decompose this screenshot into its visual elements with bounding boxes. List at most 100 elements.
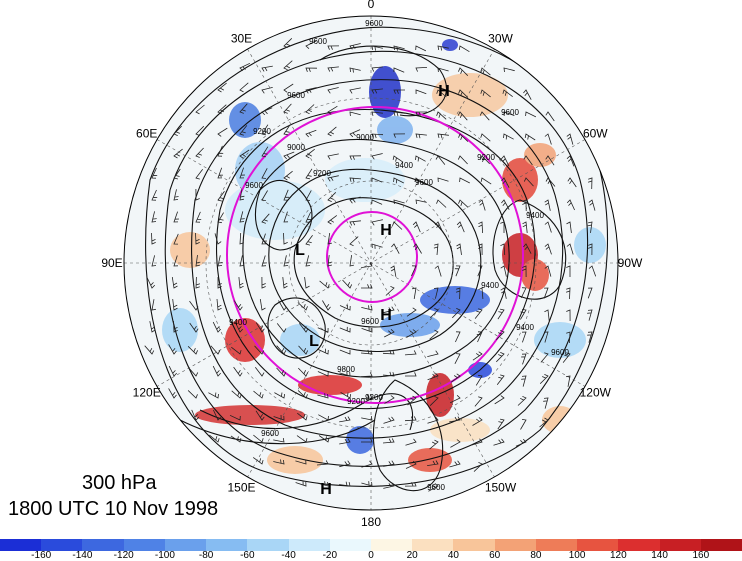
contour-label: 9200 (477, 153, 495, 162)
wind-barb (496, 374, 505, 385)
wind-barb (316, 460, 329, 466)
wind-barb (317, 348, 329, 355)
wind-barb (151, 167, 158, 179)
wind-barb (478, 287, 484, 300)
wind-barb (435, 155, 446, 165)
height-contour (164, 50, 589, 467)
wind-barb (327, 153, 339, 160)
wind-barb (412, 221, 421, 233)
anomaly-blob (369, 66, 401, 118)
contour-label: 9000 (287, 143, 305, 152)
wind-barb (252, 457, 264, 465)
wind-barb (412, 287, 417, 299)
wind-barb (427, 372, 439, 381)
colorbar-tick-label: -100 (154, 550, 175, 561)
wind-barb (151, 232, 156, 245)
anomaly-blob (267, 446, 323, 474)
contour-label: 9600 (501, 108, 519, 117)
wind-barb (173, 125, 182, 136)
wind-barb (523, 243, 532, 254)
wind-barb (544, 221, 552, 233)
wind-barb (349, 87, 361, 94)
map-border (123, 15, 619, 511)
wind-barb (517, 395, 527, 406)
wind-barb (187, 346, 198, 355)
wind-barb (261, 168, 268, 179)
wind-barb (503, 67, 515, 73)
wind-barb (282, 277, 288, 289)
wind-barb (587, 177, 593, 190)
longitude-label: 60W (583, 127, 608, 141)
wind-barb (371, 243, 383, 249)
wind-barb (471, 438, 483, 446)
wind-barb (283, 211, 289, 223)
wind-barb (305, 129, 317, 138)
wind-barb (305, 87, 317, 94)
wind-barb (319, 280, 330, 289)
anomaly-blob (162, 308, 198, 352)
contour-label: 9200 (365, 393, 383, 402)
colorbar-tick-label: 20 (406, 550, 418, 561)
wind-barb (361, 262, 373, 268)
wind-barb (295, 481, 307, 487)
wind-barb (234, 321, 243, 333)
wind-barb (261, 65, 273, 72)
wind-barb (261, 87, 273, 94)
wind-barb (168, 388, 177, 399)
wind-barb (566, 155, 575, 167)
high-pressure-center: H (380, 307, 392, 324)
wind-barb (217, 127, 228, 137)
wind-barb (436, 199, 447, 208)
wind-barb (371, 177, 383, 183)
height-contour (179, 419, 376, 445)
contour-label: 9600 (365, 19, 383, 28)
height-contour (216, 108, 536, 410)
wind-barb (433, 287, 439, 299)
anomaly-blob (298, 375, 362, 395)
wind-barb (415, 67, 428, 72)
wind-barb (449, 395, 461, 404)
wind-barb (436, 89, 447, 98)
wind-barb (427, 460, 439, 466)
wind-barb (382, 349, 395, 355)
wind-barb (283, 232, 288, 245)
wind-barb (239, 125, 248, 136)
wind-barb (305, 234, 313, 246)
contour-label: 9400 (516, 323, 534, 332)
anomaly-shading (162, 39, 606, 474)
colorbar-segment (123, 539, 165, 551)
wind-barb (475, 374, 483, 386)
wind-barb (340, 392, 352, 399)
wind-barb (414, 177, 425, 186)
wind-barb (427, 350, 439, 357)
wind-barb (545, 155, 555, 166)
wind-barb (283, 170, 293, 181)
wind-barb (239, 255, 245, 267)
wind-barb (458, 199, 469, 208)
colorbar-tick-label: 40 (447, 550, 459, 561)
anomaly-blob (420, 286, 490, 314)
wind-barb (361, 284, 373, 289)
longitude-label: 0 (368, 0, 375, 11)
wind-barb (214, 233, 222, 245)
wind-barb (229, 414, 241, 421)
wind-barb (393, 45, 405, 51)
wind-barb (566, 265, 571, 277)
wind-barb (393, 111, 405, 117)
wind-barb (458, 89, 469, 98)
wind-barb (384, 395, 395, 404)
wind-barb (480, 67, 491, 76)
wind-barb (230, 435, 242, 443)
wind-barb (393, 133, 406, 138)
wind-barb (429, 329, 439, 340)
wind-barb (415, 45, 427, 52)
wind-barb (478, 243, 483, 256)
wind-barb (434, 221, 444, 233)
wind-barb (476, 331, 483, 343)
wind-barb (283, 124, 291, 136)
colorbar-tick-label: 0 (368, 550, 374, 561)
pressure-centers: H H H H L L (295, 83, 450, 498)
contour-label: 9600 (261, 429, 279, 438)
wind-barb (278, 300, 287, 311)
contour-label: 9200 (253, 127, 271, 136)
